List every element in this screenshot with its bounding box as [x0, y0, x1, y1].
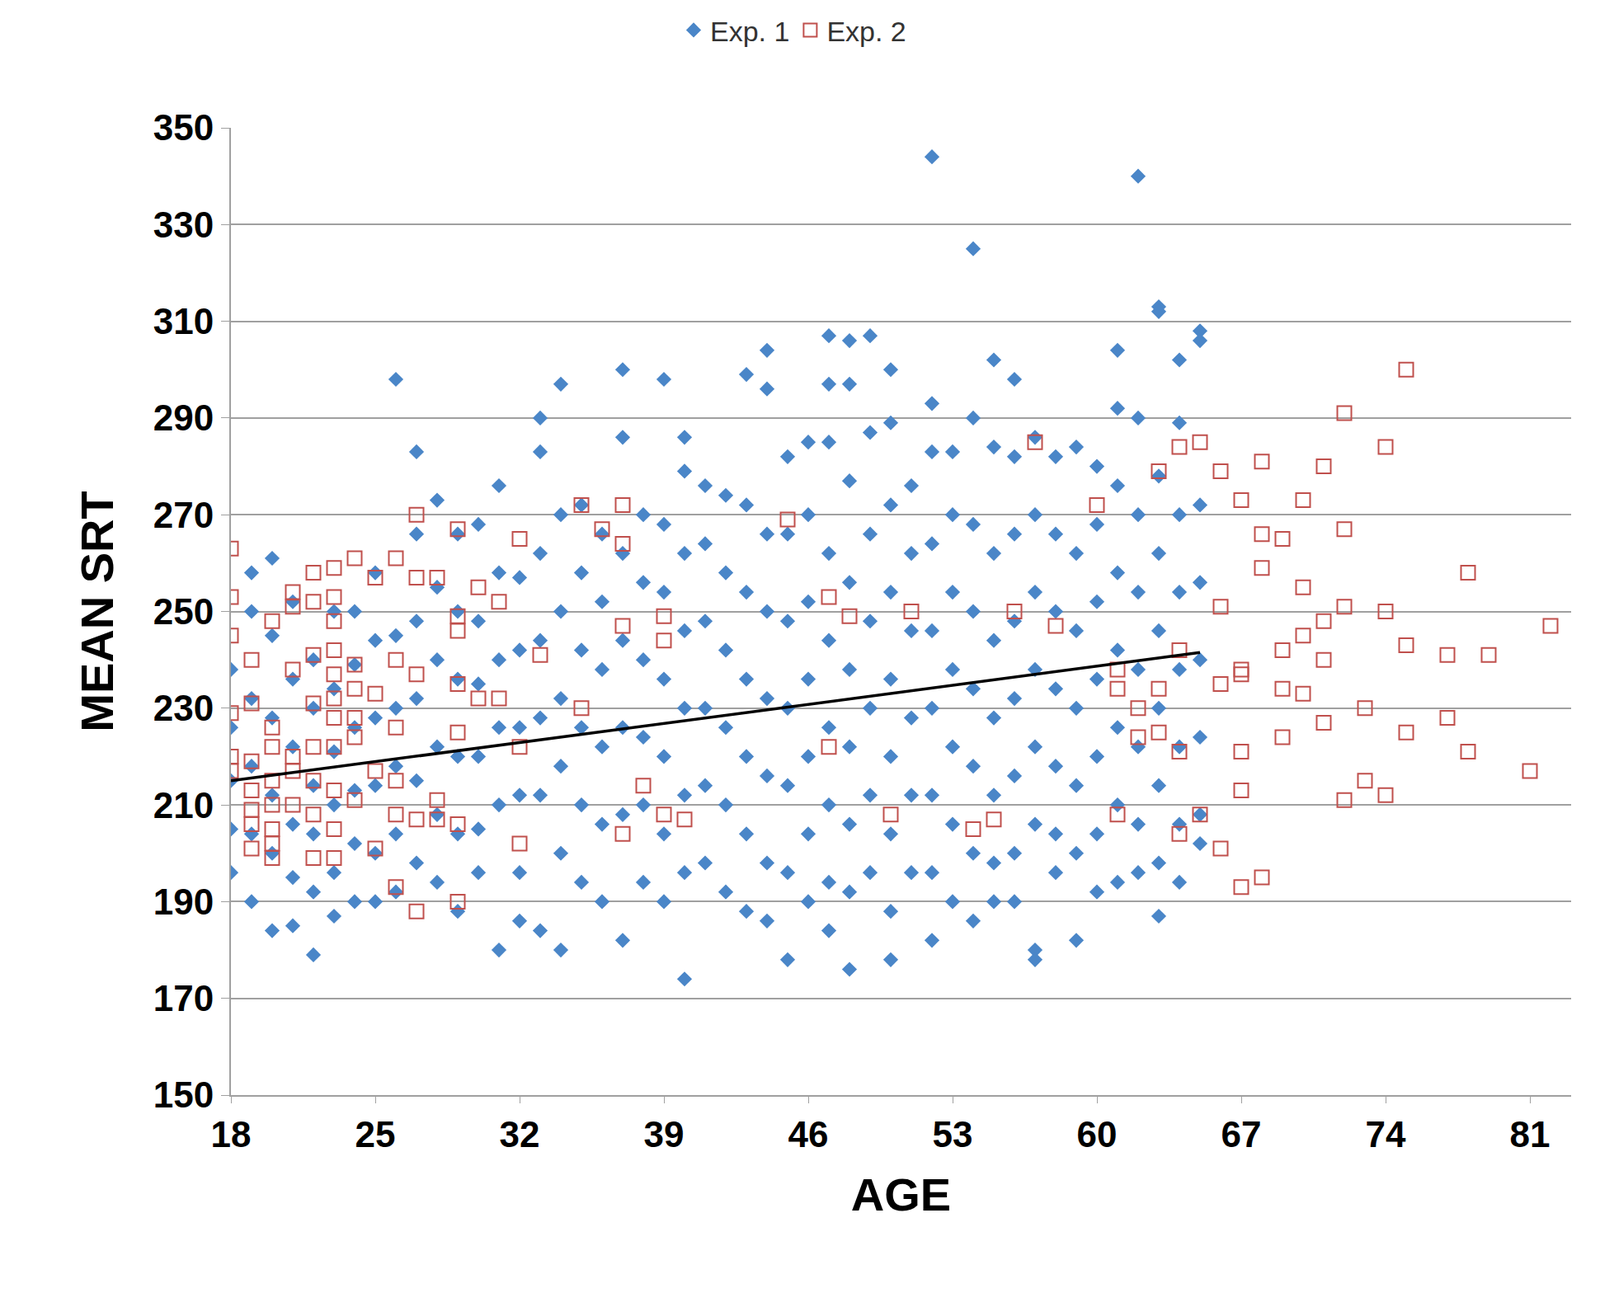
svg-text:210: 210	[153, 785, 214, 826]
svg-text:250: 250	[153, 591, 214, 632]
svg-text:MEAN SRT: MEAN SRT	[70, 490, 123, 732]
svg-text:150: 150	[153, 1074, 214, 1116]
svg-text:330: 330	[153, 204, 214, 245]
svg-text:Exp. 1: Exp. 1	[710, 15, 790, 48]
svg-text:74: 74	[1365, 1114, 1407, 1155]
svg-text:18: 18	[211, 1114, 252, 1155]
svg-text:39: 39	[644, 1114, 685, 1155]
svg-text:230: 230	[153, 687, 214, 729]
svg-text:25: 25	[355, 1114, 396, 1155]
svg-text:81: 81	[1510, 1114, 1551, 1155]
svg-text:350: 350	[153, 107, 214, 148]
svg-text:270: 270	[153, 494, 214, 536]
svg-text:32: 32	[499, 1114, 541, 1155]
svg-text:190: 190	[153, 881, 214, 923]
svg-text:60: 60	[1077, 1114, 1118, 1155]
svg-text:AGE: AGE	[851, 1168, 951, 1221]
svg-text:170: 170	[153, 978, 214, 1019]
svg-text:290: 290	[153, 397, 214, 438]
svg-text:Exp. 2: Exp. 2	[826, 15, 906, 48]
svg-text:310: 310	[153, 301, 214, 342]
svg-text:67: 67	[1221, 1114, 1262, 1155]
svg-text:53: 53	[932, 1114, 974, 1155]
svg-text:46: 46	[788, 1114, 829, 1155]
